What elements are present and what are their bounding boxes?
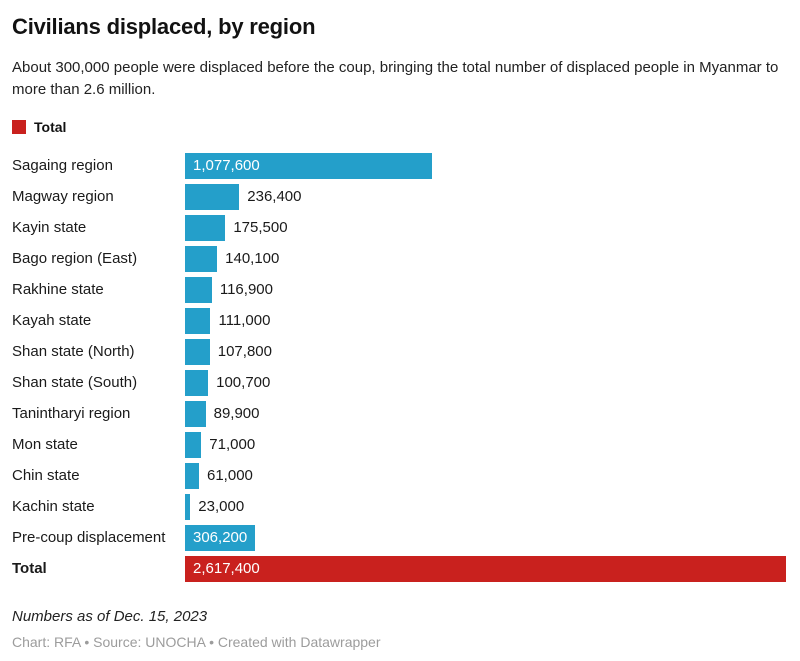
value-label: 1,077,600	[193, 157, 260, 174]
bar	[185, 214, 226, 241]
bar-area: 71,000	[185, 431, 786, 458]
legend: Total	[12, 119, 786, 135]
chart-row: Kayin state 175,500	[12, 212, 786, 243]
row-label: Tanintharyi region	[12, 405, 131, 422]
value-label: 116,900	[219, 281, 273, 298]
bar	[185, 276, 212, 303]
row-label: Chin state	[12, 467, 80, 484]
chart-row: Kayah state 111,000	[12, 305, 786, 336]
chart-footer: Numbers as of Dec. 15, 2023 Chart: RFA •…	[12, 608, 786, 650]
value-label: 2,617,400	[193, 560, 260, 577]
chart-row: Mon state 71,000	[12, 429, 786, 460]
row-label: Pre-coup displacement	[12, 529, 166, 546]
bar-area: 89,900	[185, 400, 786, 427]
value-label: 61,000	[207, 467, 253, 484]
row-label: Bago region (East)	[12, 250, 138, 267]
row-label: Kachin state	[12, 498, 95, 515]
chart-row: Kachin state 23,000	[12, 491, 786, 522]
chart-row: Chin state 61,000	[12, 460, 786, 491]
bar: 306,200	[185, 524, 256, 551]
bar-area: 61,000	[185, 462, 786, 489]
bar-area: 23,000	[185, 493, 786, 520]
value-label: 306,200	[193, 529, 248, 546]
chart-row: Shan state (South) 100,700	[12, 367, 786, 398]
bar-area: 111,000	[185, 307, 786, 334]
value-label: 107,800	[217, 343, 272, 360]
bar-area: 236,400	[185, 183, 786, 210]
value-label: 23,000	[198, 498, 245, 515]
value-label: 140,100	[225, 250, 280, 267]
value-label: 236,400	[247, 188, 302, 205]
bar-area: 107,800	[185, 338, 786, 365]
chart-row: Total 2,617,400	[12, 553, 786, 584]
value-label: 71,000	[209, 436, 256, 453]
bar	[185, 462, 199, 489]
total-bar: 2,617,400	[185, 555, 786, 582]
chart-row: Bago region (East) 140,100	[12, 243, 786, 274]
legend-swatch-total	[12, 120, 26, 134]
row-label: Total	[12, 560, 47, 577]
value-label: 89,900	[213, 405, 260, 422]
bar-area: 116,900	[185, 276, 786, 303]
chart-row: Pre-coup displacement 306,200	[12, 522, 786, 553]
bar-chart: Sagaing region 1,077,600 Magway region 236,…	[12, 150, 786, 584]
bar	[185, 307, 211, 334]
legend-label: Total	[34, 119, 67, 135]
chart-row: Sagaing region 1,077,600	[12, 150, 786, 181]
chart-row: Rakhine state 116,900	[12, 274, 786, 305]
row-label: Rakhine state	[12, 281, 104, 298]
row-label: Shan state (South)	[12, 374, 138, 391]
row-label: Shan state (North)	[12, 343, 135, 360]
bar	[185, 245, 218, 272]
page-title: Civilians displaced, by region	[12, 14, 316, 39]
bar-area: 175,500	[185, 214, 786, 241]
bar-area: 2,617,400	[185, 555, 786, 582]
chart-row: Magway region 236,400	[12, 181, 786, 212]
chart-subtitle: About 300,000 people were displaced befo…	[12, 59, 779, 98]
bar	[185, 400, 206, 427]
value-label: 111,000	[218, 312, 271, 329]
row-label: Sagaing region	[12, 157, 113, 174]
chart-row: Tanintharyi region 89,900	[12, 398, 786, 429]
row-label: Magway region	[12, 188, 114, 205]
bar	[185, 431, 202, 458]
bar	[185, 338, 210, 365]
row-label: Mon state	[12, 436, 78, 453]
bar	[185, 183, 240, 210]
footnote: Numbers as of Dec. 15, 2023	[12, 608, 208, 625]
bar-area: 100,700	[185, 369, 786, 396]
bar-area: 140,100	[185, 245, 786, 272]
row-label: Kayin state	[12, 219, 87, 236]
chart-row: Shan state (North) 107,800	[12, 336, 786, 367]
bar	[185, 493, 191, 520]
value-label: 100,700	[216, 374, 271, 391]
row-label: Kayah state	[12, 312, 92, 329]
bar: 1,077,600	[185, 152, 433, 179]
byline-credits: Chart: RFA • Source: UNOCHA • Created wi…	[12, 634, 381, 650]
bar-area: 1,077,600	[185, 152, 786, 179]
value-label: 175,500	[233, 219, 288, 236]
bar-area: 306,200	[185, 524, 786, 551]
bar	[185, 369, 209, 396]
